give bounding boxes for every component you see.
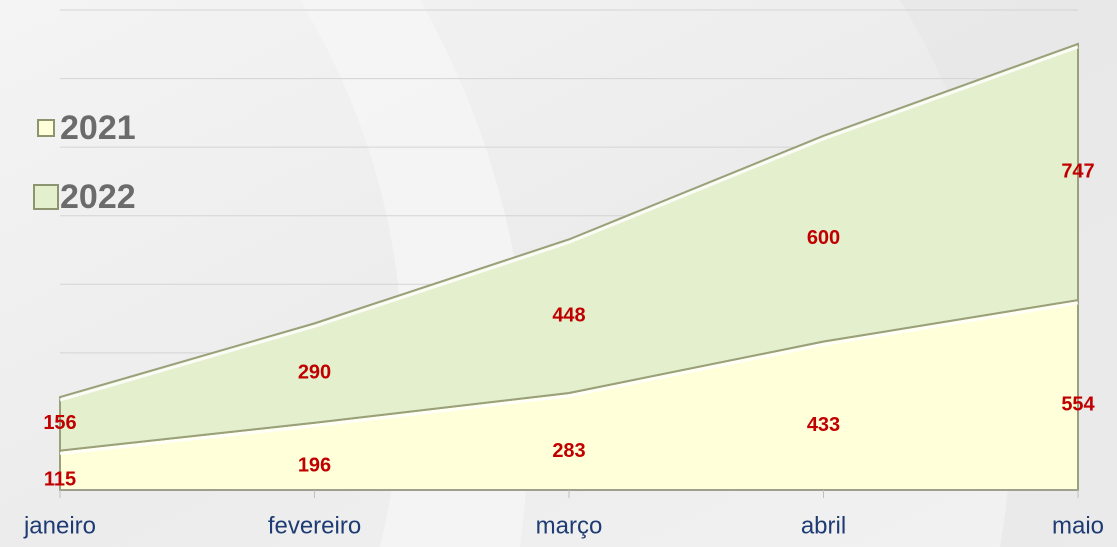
value-label: 600 (807, 227, 840, 249)
value-label: 196 (298, 455, 331, 477)
value-label: 290 (298, 361, 331, 383)
area (59, 42, 1079, 452)
x-tick-label: março (536, 512, 603, 539)
value-label: 448 (552, 304, 585, 326)
legend-swatch (37, 119, 55, 137)
value-label: 115 (44, 469, 76, 491)
legend-label: 2021 (60, 109, 136, 147)
legend-swatch (33, 184, 59, 210)
value-label: 283 (552, 440, 585, 462)
x-tick-label: fevereiro (268, 512, 361, 539)
x-tick-label: janeiro (23, 512, 96, 539)
x-tick-label: abril (801, 512, 846, 539)
area-edge (59, 45, 1079, 402)
x-tick-label: maio (1052, 512, 1104, 539)
area-edge (59, 301, 1079, 456)
value-label: 747 (1061, 160, 1094, 182)
legend-label: 2022 (60, 178, 136, 216)
value-label: 156 (43, 412, 76, 434)
value-label: 554 (1061, 393, 1095, 415)
value-label: 433 (807, 414, 840, 436)
